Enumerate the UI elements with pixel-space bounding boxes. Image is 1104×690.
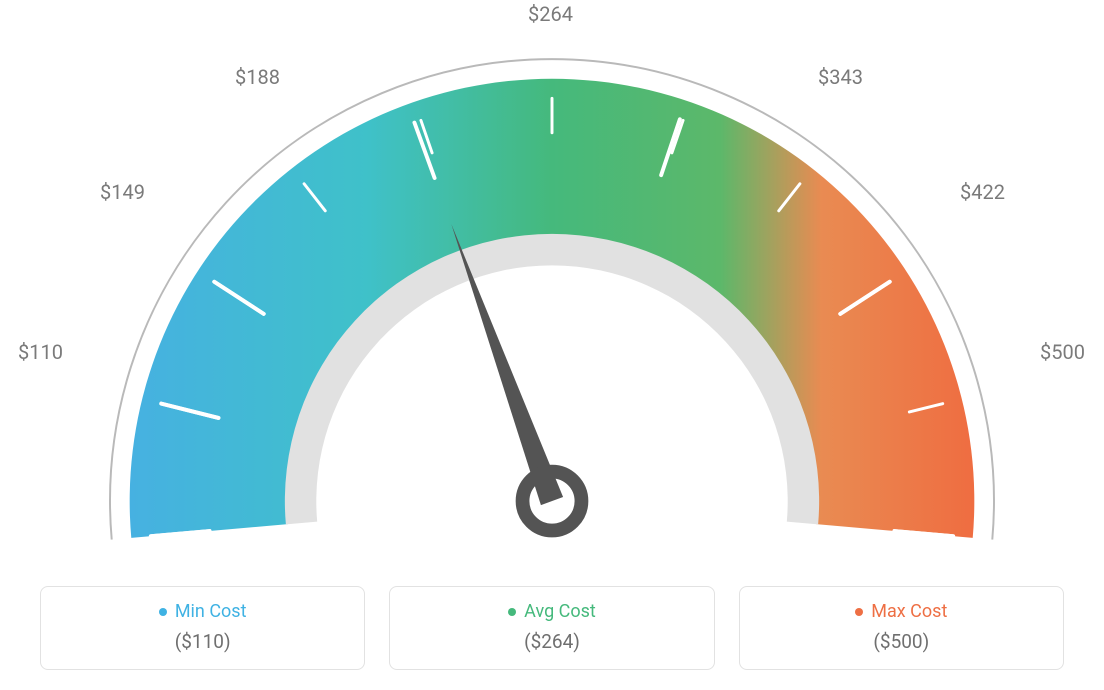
tick-label: $343 <box>818 65 863 89</box>
tick-label: $422 <box>960 180 1005 204</box>
legend-label-avg: Avg Cost <box>524 601 596 622</box>
legend-value-max: ($500) <box>740 630 1063 653</box>
legend-dot-max <box>855 608 863 616</box>
legend-row: Min Cost ($110) Avg Cost ($264) Max Cost… <box>40 586 1064 671</box>
legend-dot-avg <box>508 608 516 616</box>
legend-card-min: Min Cost ($110) <box>40 586 365 671</box>
cost-gauge: $110 $149 $188 $264 $343 $422 $500 <box>0 0 1104 560</box>
gauge-svg <box>52 10 1052 560</box>
legend-card-max: Max Cost ($500) <box>739 586 1064 671</box>
tick-label: $264 <box>528 2 573 26</box>
legend-card-avg: Avg Cost ($264) <box>389 586 714 671</box>
tick-label: $188 <box>235 65 280 89</box>
legend-value-avg: ($264) <box>390 630 713 653</box>
legend-label-max: Max Cost <box>871 601 947 622</box>
tick-label: $500 <box>1040 340 1085 364</box>
tick-label: $149 <box>100 180 145 204</box>
legend-value-min: ($110) <box>41 630 364 653</box>
legend-dot-min <box>159 608 167 616</box>
tick-label: $110 <box>18 340 63 364</box>
legend-label-min: Min Cost <box>175 601 247 622</box>
